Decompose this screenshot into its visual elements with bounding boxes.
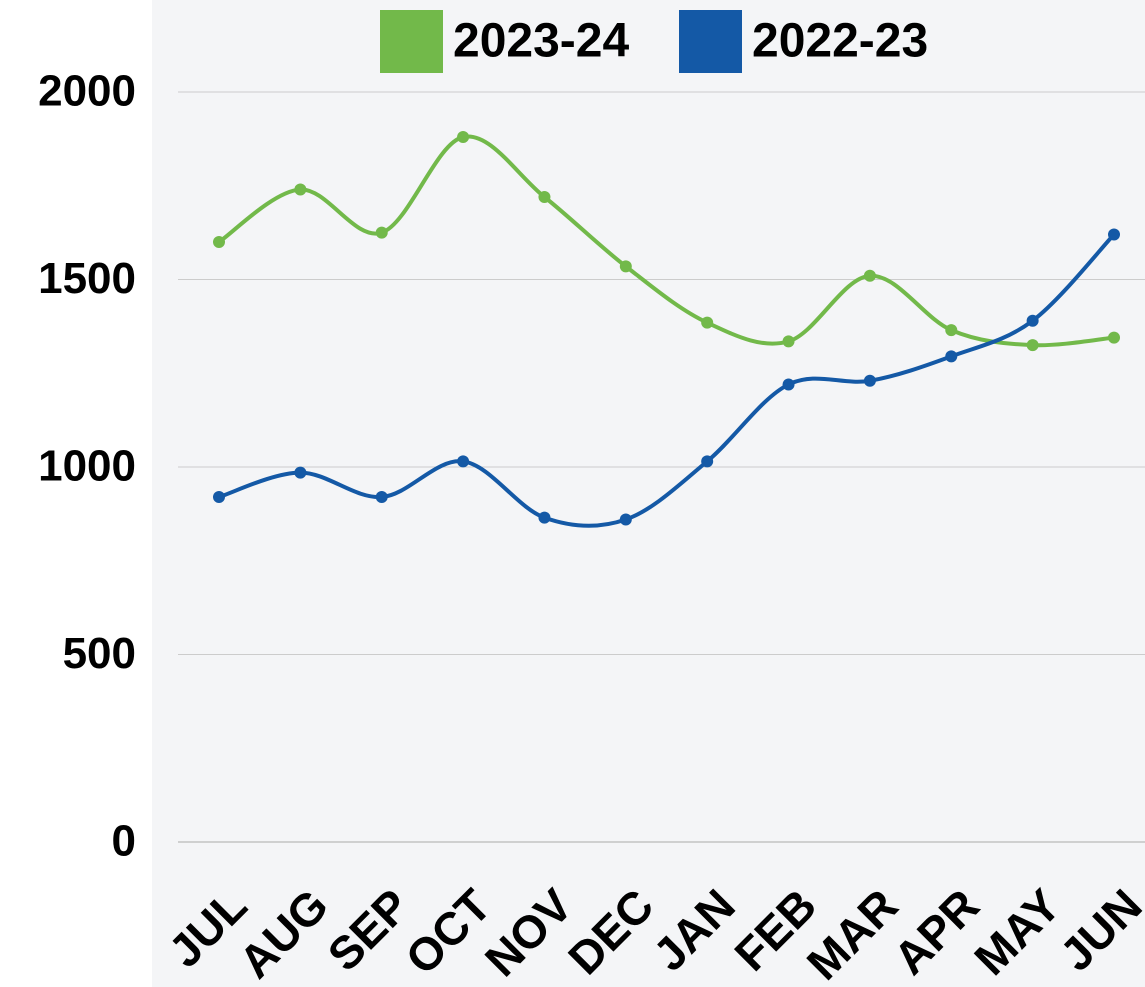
- data-point: [782, 335, 795, 348]
- y-tick-label: 0: [112, 817, 136, 866]
- legend-label: 2023-24: [453, 15, 629, 68]
- legend-label: 2022-23: [752, 15, 928, 68]
- data-point: [945, 350, 958, 363]
- data-point: [782, 378, 795, 391]
- data-point: [375, 226, 388, 239]
- y-tick-label: 1500: [38, 254, 136, 303]
- data-point: [1108, 331, 1120, 344]
- data-point: [457, 131, 470, 143]
- data-point: [457, 455, 470, 468]
- y-tick-label: 2000: [38, 67, 136, 116]
- data-point: [538, 191, 551, 203]
- y-tick-label: 1000: [38, 442, 136, 491]
- data-point: [1026, 314, 1039, 327]
- data-point: [619, 260, 632, 273]
- legend-swatch: [679, 10, 742, 73]
- data-point: [375, 491, 388, 503]
- data-point: [294, 466, 307, 479]
- data-point: [863, 374, 876, 387]
- data-point: [213, 491, 225, 503]
- data-point: [213, 236, 225, 248]
- data-point: [701, 455, 714, 468]
- data-point: [945, 324, 958, 337]
- data-point: [1108, 228, 1120, 241]
- data-point: [619, 513, 632, 526]
- y-tick-label: 500: [63, 629, 136, 678]
- data-point: [863, 269, 876, 282]
- data-point: [701, 316, 714, 329]
- data-point: [1026, 339, 1039, 352]
- plot-background: [152, 0, 1145, 987]
- data-point: [538, 511, 551, 524]
- legend-swatch: [380, 10, 443, 73]
- data-point: [294, 183, 307, 196]
